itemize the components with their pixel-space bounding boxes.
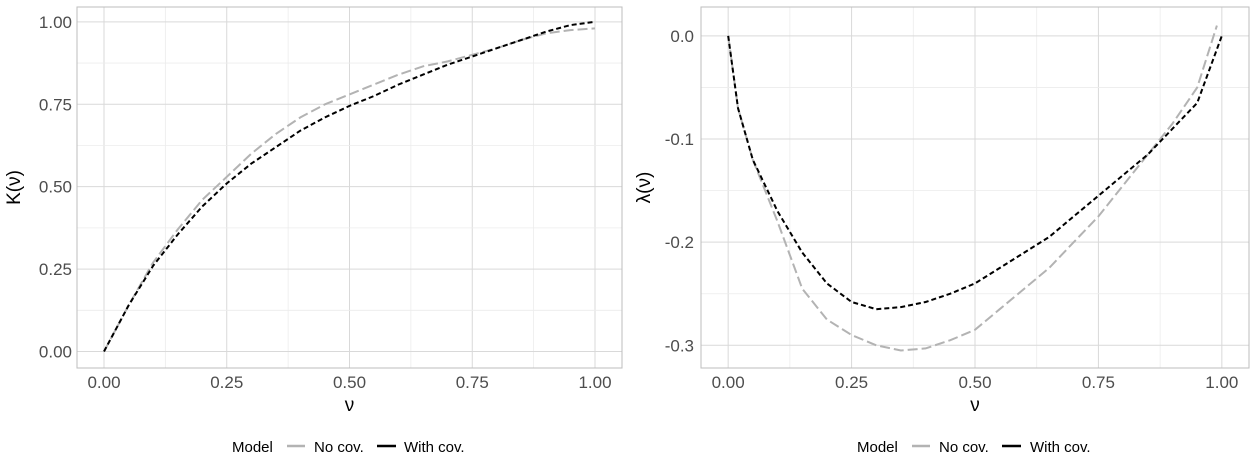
x-tick-label: 0.00 (87, 373, 120, 392)
y-tick-label: 0.50 (39, 178, 72, 197)
legend: Model No cov. With cov. (232, 439, 465, 456)
y-tick-label: 1.00 (39, 13, 72, 32)
chart-panel-lambda: 0.00 0.25 0.50 0.75 1.00 0.0 -0.1 -0.2 -0.3 ν λ(ν)… (634, 6, 1250, 456)
legend-label: With cov. (1030, 439, 1091, 456)
x-axis-title: ν (970, 395, 980, 416)
series-line-with-cov (727, 35, 1223, 311)
x-tick-label: 0.75 (456, 373, 489, 392)
x-tick-label: 0.25 (210, 373, 243, 392)
legend: Model No cov. With cov. (857, 439, 1091, 456)
legend-title: Model (232, 439, 273, 456)
y-tick-label: -0.2 (665, 233, 694, 252)
x-tick-label: 0.75 (1082, 373, 1115, 392)
y-tick-label: 0.75 (39, 95, 72, 114)
y-axis-title: λ(ν) (634, 172, 655, 204)
y-tick-label: -0.3 (665, 336, 694, 355)
legend-label: No cov. (314, 439, 364, 456)
y-tick-label: -0.1 (665, 130, 694, 149)
chart-panel-k: 0.00 0.25 0.50 0.75 1.00 0.00 0.25 0.50 0.75 1.00… (4, 6, 623, 456)
x-tick-label: 1.00 (1205, 373, 1238, 392)
x-tick-label: 0.50 (333, 373, 366, 392)
x-tick-label: 0.50 (958, 373, 991, 392)
series-line-no-cov (727, 25, 1218, 352)
x-tick-label: 0.25 (835, 373, 868, 392)
y-axis-title: K(ν) (4, 170, 25, 205)
panel-border (76, 6, 623, 369)
legend-label: No cov. (939, 439, 989, 456)
y-tick-label: 0.25 (39, 260, 72, 279)
y-tick-label: 0.00 (39, 343, 72, 362)
x-tick-label: 0.00 (712, 373, 745, 392)
x-tick-label: 1.00 (578, 373, 611, 392)
x-axis-title: ν (345, 395, 355, 416)
legend-title: Model (857, 439, 898, 456)
y-tick-label: 0.0 (670, 27, 694, 46)
series-line-with-cov (103, 20, 596, 352)
panel-border (700, 6, 1250, 369)
legend-label: With cov. (404, 439, 465, 456)
